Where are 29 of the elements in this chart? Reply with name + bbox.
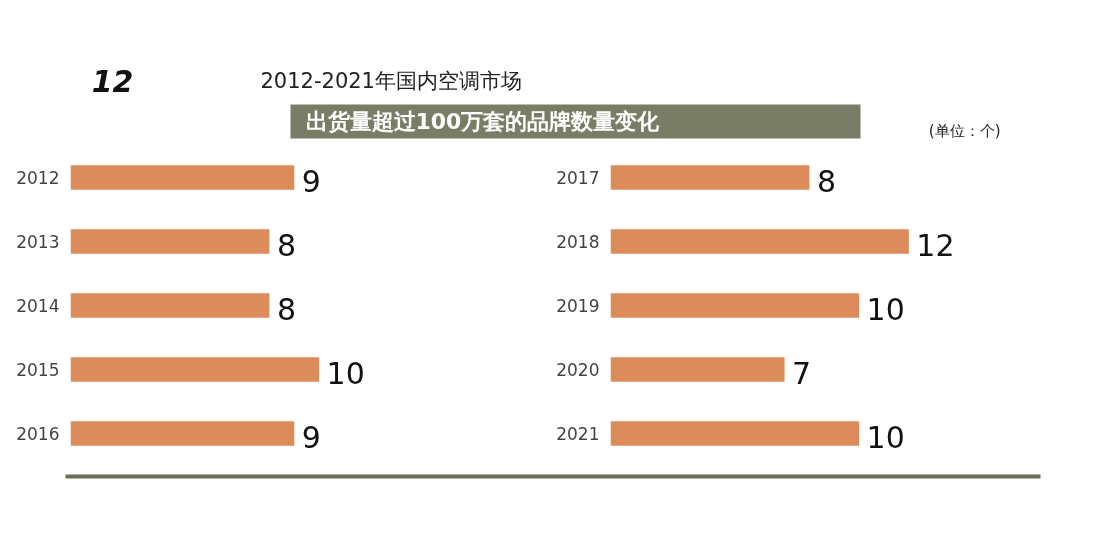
data-label: 8 bbox=[816, 163, 836, 199]
y-tick-label: 2019 bbox=[556, 296, 600, 316]
text: 出货量超过100万套的品牌数量变化 bbox=[305, 109, 661, 134]
data-label: 7 bbox=[792, 355, 812, 391]
y-tick-label: 2012 bbox=[16, 168, 60, 188]
data-label: 8 bbox=[276, 291, 296, 327]
y-tick-label: 2017 bbox=[556, 168, 600, 188]
data-label: 10 bbox=[326, 355, 365, 391]
text: (单位：个) bbox=[928, 121, 1001, 140]
bar bbox=[610, 421, 860, 446]
data-label: 12 bbox=[916, 227, 955, 263]
y-tick-label: 2013 bbox=[16, 232, 60, 252]
data-label: 9 bbox=[301, 419, 321, 455]
bar bbox=[610, 293, 860, 318]
bar bbox=[610, 229, 909, 254]
y-tick-label: 2015 bbox=[16, 360, 60, 380]
data-label: 10 bbox=[866, 419, 905, 455]
bar bbox=[610, 357, 785, 382]
y-tick-label: 2020 bbox=[556, 360, 600, 380]
bar bbox=[610, 165, 810, 190]
data-label: 9 bbox=[301, 163, 321, 199]
y-tick-label: 2021 bbox=[556, 424, 600, 444]
data-label: 10 bbox=[866, 291, 905, 327]
y-tick-label: 2014 bbox=[16, 296, 60, 316]
y-tick-label: 2016 bbox=[16, 424, 60, 444]
text: 12 bbox=[91, 63, 134, 99]
y-tick-label: 2018 bbox=[556, 232, 600, 252]
data-label: 8 bbox=[276, 227, 296, 263]
text: 2012-2021年国内空调市场 bbox=[260, 68, 522, 93]
